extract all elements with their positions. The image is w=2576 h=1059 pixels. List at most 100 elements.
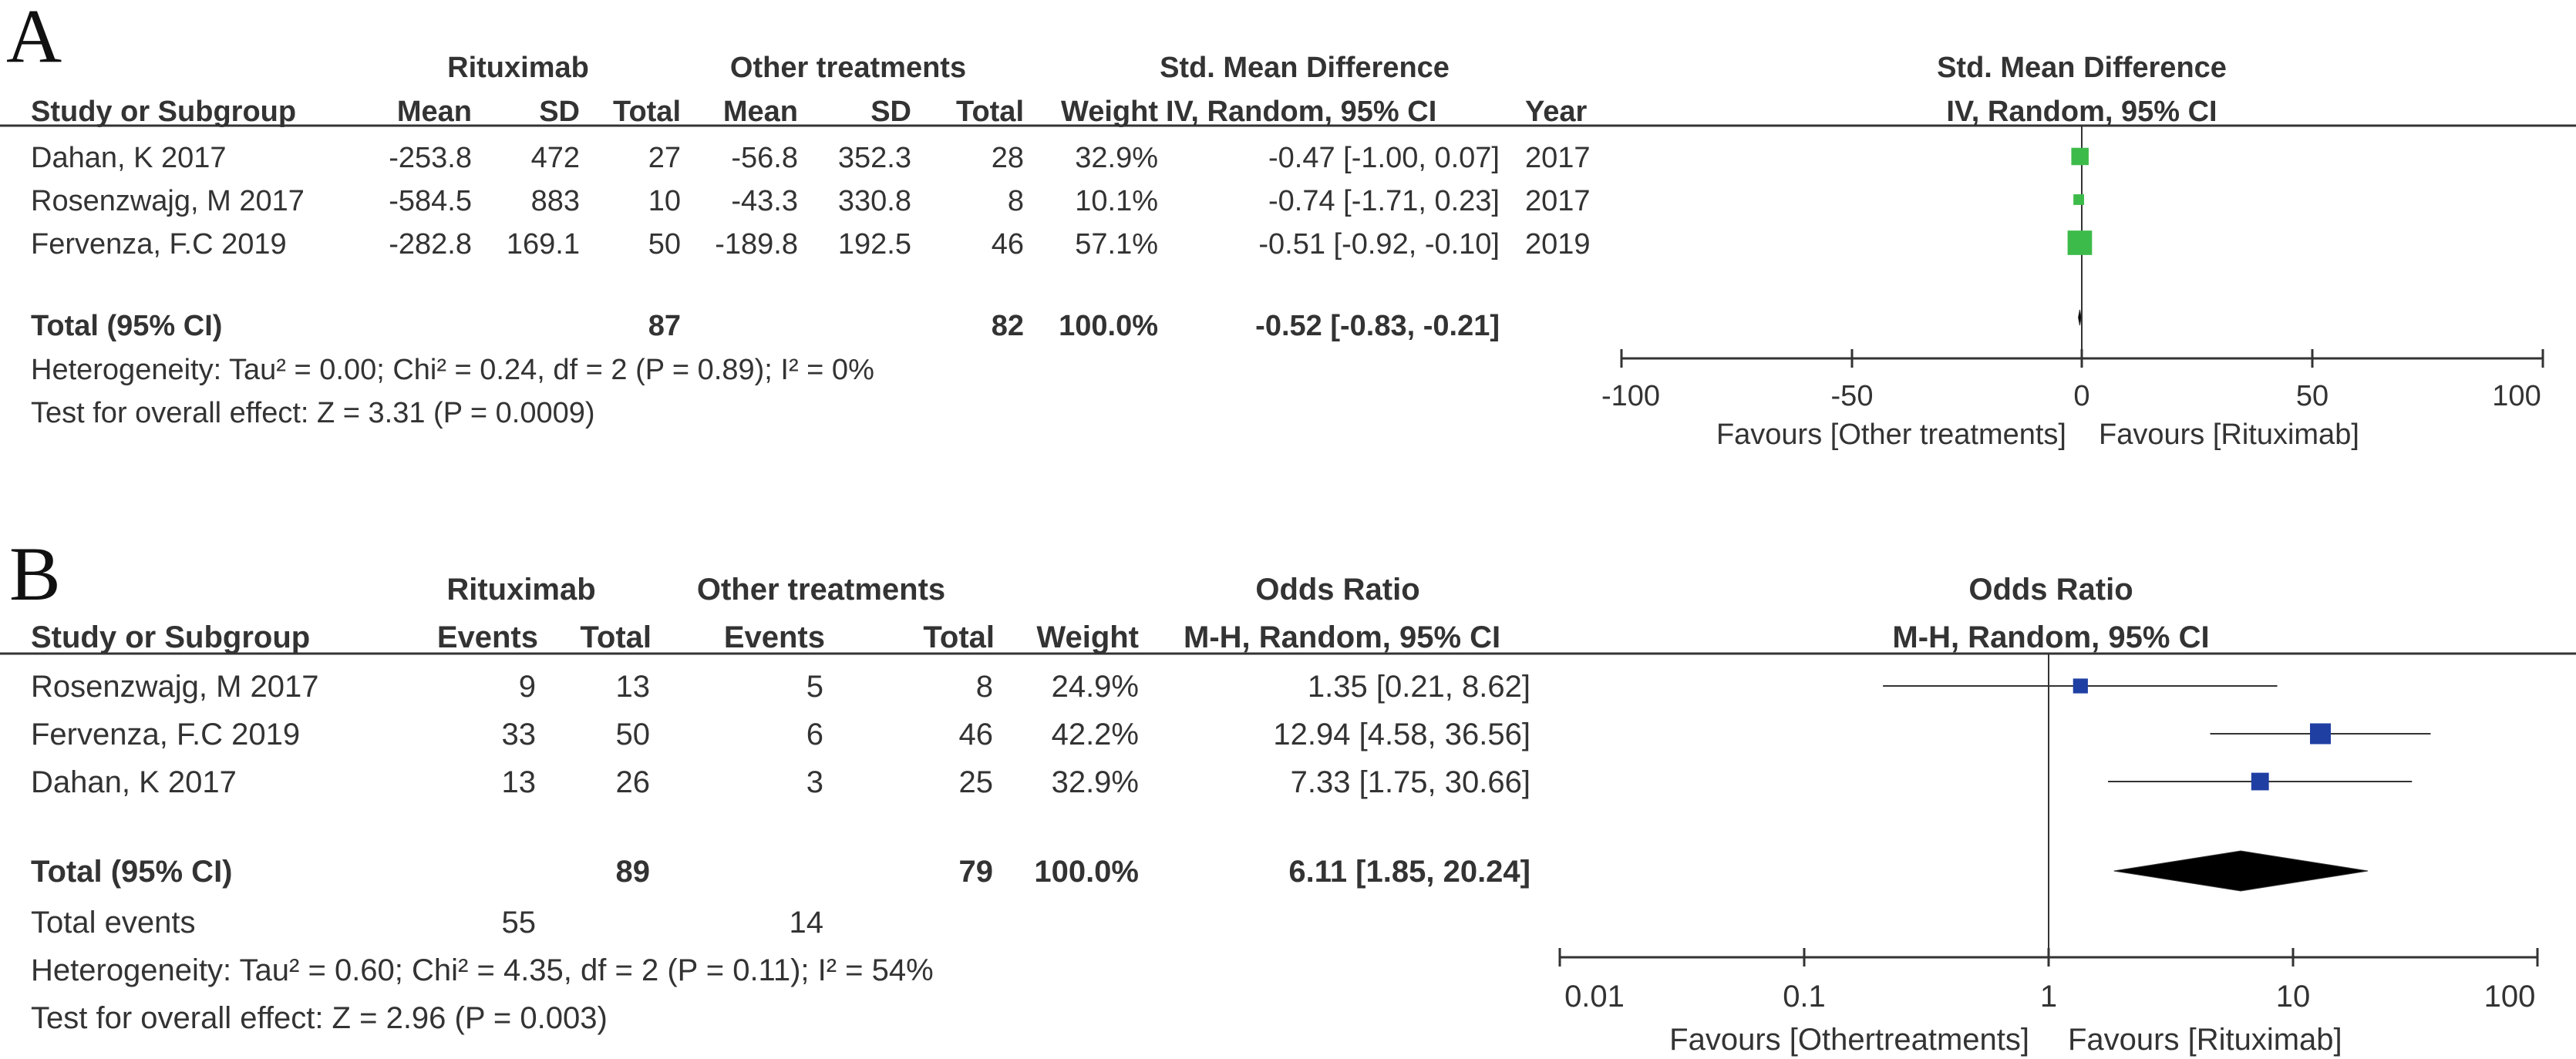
ci-text: -0.74 [-1.71, 0.23]	[1268, 185, 1500, 217]
study-row: Dahan, K 2017 13 26 3 25 32.9% 7.33 [1.7…	[31, 765, 1530, 799]
col-total-2: Total	[956, 96, 1024, 128]
col-ci: M-H, Random, 95% CI	[1184, 620, 1500, 654]
study-row: Rosenzwajg, M 2017 -584.5 883 10 -43.3 3…	[31, 185, 1591, 217]
mean-2: -56.8	[731, 142, 798, 174]
col-events-2: Events	[724, 620, 825, 654]
tick-label: 0	[2073, 380, 2089, 412]
events-1: 9	[519, 670, 536, 704]
heterogeneity-text: Heterogeneity: Tau² = 0.00; Chi² = 0.24,…	[31, 354, 874, 386]
study-marker	[2071, 147, 2089, 166]
total-n1: 87	[648, 310, 681, 342]
total-2: 28	[992, 142, 1024, 174]
total-ci-text: -0.52 [-0.83, -0.21]	[1255, 310, 1500, 342]
heterogeneity-text: Heterogeneity: Tau² = 0.60; Chi² = 4.35,…	[31, 953, 934, 987]
col-year: Year	[1525, 96, 1588, 128]
summary-diamond	[2078, 309, 2082, 326]
tick-label: 100	[2484, 980, 2536, 1014]
group-header-other: Other treatments	[697, 573, 945, 607]
events-1: 13	[502, 765, 537, 799]
x-axis: -100 -50 0 50 100	[1601, 349, 2544, 412]
col-weight: Weight	[1061, 96, 1158, 128]
col-study: Study or Subgroup	[31, 96, 296, 128]
sd-1: 169.1	[507, 228, 580, 261]
x-axis: 0.01 0.1 1 10 100	[1558, 948, 2539, 1014]
year: 2017	[1525, 185, 1591, 217]
total-n2: 79	[959, 855, 994, 889]
total-row: Total (95% CI) 87 82 100.0% -0.52 [-0.83…	[31, 310, 1500, 342]
weight: 10.1%	[1075, 185, 1158, 217]
total-ci-text: 6.11 [1.85, 20.24]	[1288, 855, 1530, 889]
study-row: Fervenza, F.C 2019 33 50 6 46 42.2% 12.9…	[31, 718, 1530, 751]
plot-header-method: IV, Random, 95% CI	[1946, 96, 2217, 128]
total-weight: 100.0%	[1059, 310, 1158, 342]
total-events-label: Total events	[31, 906, 195, 940]
col-total-1: Total	[613, 96, 681, 128]
mean-1: -584.5	[389, 185, 472, 217]
col-events-1: Events	[437, 620, 538, 654]
total-events-2: 14	[790, 906, 824, 940]
mean-2: -43.3	[731, 185, 798, 217]
year: 2017	[1525, 142, 1591, 174]
overall-effect-text: Test for overall effect: Z = 3.31 (P = 0…	[31, 397, 595, 429]
panel-letter-a: A	[6, 0, 62, 79]
favours-left: Favours [Other treatments]	[1716, 419, 2066, 451]
tick-label: -50	[1831, 380, 1874, 412]
plot-header-title: Odds Ratio	[1968, 573, 2133, 607]
events-2: 6	[806, 718, 823, 751]
weight: 32.9%	[1052, 765, 1139, 799]
study-name: Rosenzwajg, M 2017	[31, 670, 319, 704]
ci-text: 7.33 [1.75, 30.66]	[1291, 765, 1530, 799]
tick-label: 50	[2296, 380, 2329, 412]
summary-diamond	[2113, 850, 2369, 892]
total-2: 46	[959, 718, 994, 751]
total-1: 27	[648, 142, 681, 174]
effect-header: Odds Ratio	[1255, 573, 1419, 607]
group-header-rituximab: Rituximab	[446, 573, 595, 607]
col-sd-1: SD	[539, 96, 580, 128]
col-weight: Weight	[1036, 620, 1139, 654]
tick-label: 0.1	[1783, 980, 1826, 1014]
events-2: 5	[806, 670, 823, 704]
study-marker	[2251, 772, 2269, 791]
study-row: Fervenza, F.C 2019 -282.8 169.1 50 -189.…	[31, 228, 1591, 261]
total-2: 8	[1008, 185, 1024, 217]
total-n2: 82	[992, 310, 1024, 342]
col-sd-2: SD	[870, 96, 911, 128]
plot-header-title: Std. Mean Difference	[1937, 52, 2227, 84]
effect-header: Std. Mean Difference	[1160, 52, 1450, 84]
study-marker	[2067, 230, 2093, 255]
total-2: 8	[976, 670, 993, 704]
study-marker	[2073, 678, 2088, 694]
events-2: 3	[806, 765, 823, 799]
ci-text: -0.47 [-1.00, 0.07]	[1268, 142, 1500, 174]
mean-2: -189.8	[715, 228, 798, 261]
study-row: Dahan, K 2017 -253.8 472 27 -56.8 352.3 …	[31, 142, 1591, 174]
study-markers	[2067, 147, 2093, 326]
mean-1: -253.8	[389, 142, 472, 174]
ci-text: 12.94 [4.58, 36.56]	[1273, 718, 1530, 751]
year: 2019	[1525, 228, 1591, 261]
study-name: Dahan, K 2017	[31, 142, 227, 174]
sd-2: 192.5	[838, 228, 911, 261]
study-row: Rosenzwajg, M 2017 9 13 5 8 24.9% 1.35 […	[31, 670, 1530, 704]
plot-area: 0.01 0.1 1 10 100 Favours [Othertreatmen…	[1558, 654, 2539, 1057]
col-study: Study or Subgroup	[31, 620, 310, 654]
total-1: 50	[648, 228, 681, 261]
tick-label: 10	[2276, 980, 2311, 1014]
total-label: Total (95% CI)	[31, 310, 222, 342]
group-header-other: Other treatments	[730, 52, 966, 84]
total-row: Total (95% CI) 89 79 100.0% 6.11 [1.85, …	[31, 855, 1530, 889]
study-marker	[2309, 723, 2331, 745]
study-name: Fervenza, F.C 2019	[31, 718, 300, 751]
group-header-rituximab: Rituximab	[447, 52, 589, 84]
weight: 24.9%	[1052, 670, 1139, 704]
total-events-row: Total events 55 14	[31, 906, 823, 940]
total-1: 26	[616, 765, 651, 799]
total-n1: 89	[616, 855, 651, 889]
col-ci: IV, Random, 95% CI	[1166, 96, 1436, 128]
study-name: Rosenzwajg, M 2017	[31, 185, 305, 217]
tick-label: -100	[1601, 380, 1660, 412]
study-name: Dahan, K 2017	[31, 765, 237, 799]
sd-2: 352.3	[838, 142, 911, 174]
